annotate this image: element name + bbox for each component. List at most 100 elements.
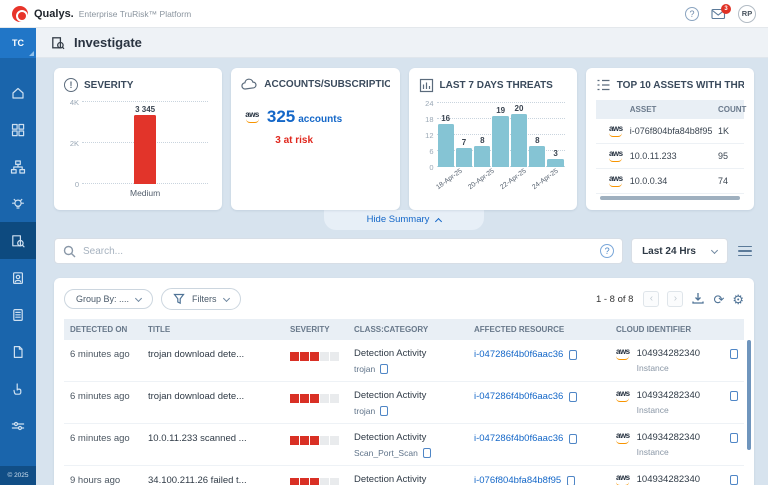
- settings-gear-icon[interactable]: ⚙: [732, 293, 744, 306]
- accounts-card: ACCOUNTS/SUBSCRIPTIONS/PROJECTS aws 325a…: [231, 68, 399, 210]
- class-category-value: Detection Activity trojan: [354, 390, 474, 416]
- chevron-down-icon: [222, 294, 229, 301]
- hand-pointer-icon: [10, 381, 26, 397]
- time-range-select[interactable]: Last 24 Hrs: [631, 238, 728, 264]
- copy-icon[interactable]: [569, 392, 577, 402]
- category-value: Scan_Port_Scan: [354, 448, 418, 458]
- asset-name[interactable]: 10.0.0.34: [630, 176, 718, 186]
- col-detected-on: DETECTED ON: [70, 325, 148, 334]
- next-page-button[interactable]: ›: [667, 291, 683, 307]
- asset-name[interactable]: 10.0.11.233: [630, 151, 718, 161]
- accounts-unit: accounts: [298, 114, 342, 125]
- detected-on-value: 6 minutes ago: [70, 432, 148, 444]
- copy-icon[interactable]: [730, 349, 738, 359]
- chevron-down-icon: [711, 246, 718, 253]
- asset-row[interactable]: aws i-076f804bfa84b8f95 1K: [596, 119, 744, 144]
- table-row[interactable]: 6 minutes ago 10.0.11.233 scanned ... De…: [64, 424, 744, 466]
- asset-row[interactable]: aws 10.0.0.34 74: [596, 169, 744, 194]
- vertical-scrollbar[interactable]: [747, 340, 751, 450]
- prev-page-button[interactable]: ‹: [643, 291, 659, 307]
- copy-icon[interactable]: [567, 476, 575, 485]
- table-body: 6 minutes ago trojan download dete... De…: [64, 340, 744, 485]
- severity-value: [290, 474, 354, 485]
- group-by-dropdown[interactable]: Group By: ....: [64, 289, 153, 309]
- event-title-link[interactable]: 10.0.11.233 scanned ...: [148, 432, 290, 444]
- copy-icon[interactable]: [569, 350, 577, 360]
- cloud-identifier-value: aws 104934282340 Instance: [616, 390, 716, 415]
- copy-icon[interactable]: [730, 391, 738, 401]
- asset-threat-count: 95: [718, 151, 738, 161]
- chevron-up-icon: [435, 217, 442, 224]
- detected-on-value: 9 hours ago: [70, 474, 148, 485]
- copy-icon[interactable]: [569, 434, 577, 444]
- notifications-icon[interactable]: 3: [711, 8, 726, 20]
- avatar[interactable]: RP: [738, 5, 756, 23]
- sidebar-item-response[interactable]: [0, 370, 36, 407]
- org-switcher[interactable]: TC: [0, 28, 36, 58]
- copyright: © 2025: [0, 466, 36, 485]
- dashboard-icon: [10, 122, 26, 138]
- filters-label: Filters: [192, 294, 217, 304]
- accounts-count[interactable]: 325: [267, 107, 295, 126]
- hide-summary-toggle[interactable]: Hide Summary: [324, 210, 484, 230]
- sidebar-item-reports[interactable]: [0, 296, 36, 333]
- sidebar-item-documents[interactable]: [0, 333, 36, 370]
- group-by-label: Group By: ....: [76, 294, 129, 304]
- asset-name[interactable]: i-076f804bfa84b8f95: [630, 126, 718, 136]
- severity-value: [290, 390, 354, 408]
- download-icon[interactable]: [691, 291, 705, 307]
- numbered-list-icon: [596, 78, 611, 92]
- resource-link[interactable]: i-076f804bfa84b8f95: [474, 475, 561, 485]
- class-value: Detection Activity: [354, 348, 474, 359]
- sidebar: TC © 2025: [0, 28, 36, 485]
- filters-dropdown[interactable]: Filters: [161, 288, 241, 310]
- exclamation-icon: !: [64, 78, 78, 92]
- sidebar-item-compliance[interactable]: [0, 259, 36, 296]
- copy-icon[interactable]: [380, 406, 388, 416]
- list-menu-icon[interactable]: [736, 244, 754, 259]
- table-row[interactable]: 6 minutes ago trojan download dete... De…: [64, 382, 744, 424]
- copy-icon[interactable]: [423, 448, 431, 458]
- col-cloud-identifier: CLOUD IDENTIFIER: [616, 325, 716, 334]
- refresh-icon[interactable]: ⟳: [713, 293, 724, 306]
- resource-link[interactable]: i-047286f4b0f6aac36: [474, 433, 563, 444]
- sidebar-item-assets[interactable]: [0, 148, 36, 185]
- table-row[interactable]: 9 hours ago 34.100.211.26 failed t... De…: [64, 466, 744, 485]
- sidebar-item-investigate[interactable]: [0, 222, 36, 259]
- search-box[interactable]: ?: [54, 238, 623, 264]
- copy-icon[interactable]: [730, 433, 738, 443]
- resource-link[interactable]: i-047286f4b0f6aac36: [474, 349, 563, 360]
- help-icon[interactable]: ?: [685, 7, 699, 21]
- col-class-category: CLASS:CATEGORY: [354, 325, 474, 334]
- table-header: DETECTED ON TITLE SEVERITY CLASS:CATEGOR…: [64, 319, 744, 340]
- accounts-at-risk[interactable]: 3 at risk: [275, 135, 389, 146]
- horizontal-scrollbar[interactable]: [600, 196, 739, 200]
- file-icon: [10, 344, 26, 360]
- sidebar-item-dashboards[interactable]: [0, 111, 36, 148]
- funnel-icon: [173, 293, 185, 305]
- query-help-icon[interactable]: ?: [600, 244, 614, 258]
- event-title-link[interactable]: 34.100.211.26 failed t...: [148, 474, 290, 485]
- asset-row[interactable]: aws 10.0.11.233 95: [596, 144, 744, 169]
- table-row[interactable]: 6 minutes ago trojan download dete... De…: [64, 340, 744, 382]
- event-title-link[interactable]: trojan download dete...: [148, 348, 290, 360]
- aws-logo: aws: [245, 111, 259, 123]
- asset-threat-count: 1K: [718, 126, 738, 136]
- resource-link[interactable]: i-047286f4b0f6aac36: [474, 391, 563, 402]
- top-assets-table: ASSET COUNT aws i-076f804bfa84b8f95 1K a…: [596, 100, 744, 200]
- sidebar-item-home[interactable]: [0, 74, 36, 111]
- copy-icon[interactable]: [380, 364, 388, 374]
- hide-summary-label: Hide Summary: [367, 214, 430, 225]
- sidebar-item-insights[interactable]: [0, 185, 36, 222]
- event-title-link[interactable]: trojan download dete...: [148, 390, 290, 402]
- sidebar-item-settings[interactable]: [0, 407, 36, 444]
- cloud-icon: [241, 78, 258, 91]
- cloud-id-value: 104934282340: [637, 432, 700, 443]
- search-input[interactable]: [83, 246, 593, 257]
- cloud-id-value: 104934282340: [637, 348, 700, 359]
- copy-icon[interactable]: [730, 475, 738, 485]
- col-title: TITLE: [148, 325, 290, 334]
- lightbulb-icon: [10, 196, 26, 212]
- clipboard-user-icon: [10, 270, 26, 286]
- severity-card: ! SEVERITY 4K2K03 345 Medium: [54, 68, 222, 210]
